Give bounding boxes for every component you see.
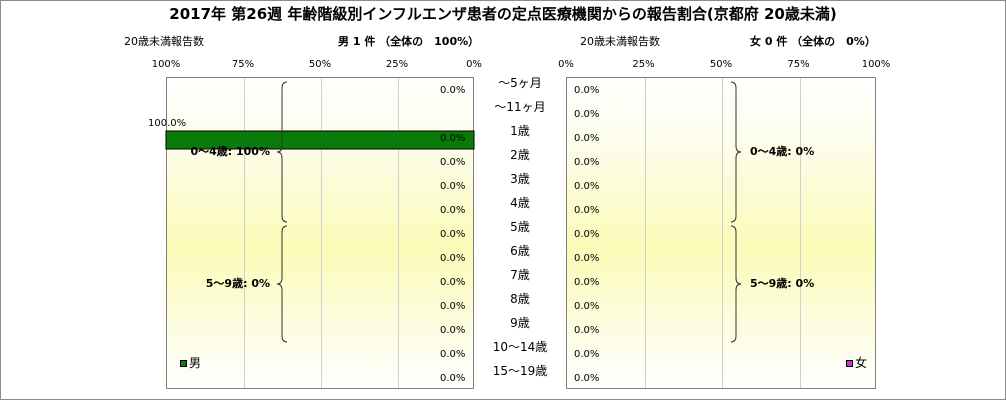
data-label: 0.0% [574, 181, 600, 192]
gridline [722, 78, 723, 388]
right-header-count: 20歳未満報告数 [580, 35, 660, 48]
gridline [321, 78, 322, 388]
category-label: ～5ヶ月 [498, 76, 542, 90]
data-label: 0.0% [440, 85, 466, 96]
chart-title: 2017年 第26週 年齢階級別インフルエンザ患者の定点医療機関からの報告割合(… [169, 5, 837, 23]
data-label: 0.0% [440, 205, 466, 216]
left-plot-area [166, 77, 474, 389]
data-label: 0.0% [440, 349, 466, 360]
right-header-female: 女 0 件 （全体の 0%） [750, 35, 876, 48]
data-label: 100.0% [148, 118, 187, 129]
legend-swatch [180, 360, 187, 367]
category-label: 9歳 [510, 316, 530, 330]
x-tick-label: 0% [466, 59, 482, 70]
category-label: 3歳 [510, 172, 530, 186]
right-plot-area [566, 77, 876, 389]
x-tick-label: 25% [632, 59, 655, 70]
age-group-label: 5～9歳: 0% [205, 277, 270, 290]
category-label: 6歳 [510, 244, 530, 258]
category-label: 5歳 [510, 220, 530, 234]
data-label: 0.0% [574, 301, 600, 312]
legend-label: 女 [855, 356, 868, 370]
age-group-label: 5～9歳: 0% [750, 277, 815, 290]
category-label: 4歳 [510, 196, 530, 210]
x-tick-label: 50% [709, 59, 733, 70]
age-group-label: 0～4歳: 100% [190, 145, 270, 158]
x-tick-label: 0% [558, 59, 574, 70]
data-label: 0.0% [574, 253, 600, 264]
data-label: 0.0% [440, 301, 466, 312]
gridline [644, 78, 646, 388]
data-label: 0.0% [574, 85, 600, 96]
data-label: 0.0% [440, 229, 466, 240]
data-label: 0.0% [440, 133, 466, 144]
data-label: 0.0% [440, 325, 466, 336]
data-label: 0.0% [574, 349, 600, 360]
data-label: 0.0% [574, 229, 600, 240]
gridline [398, 78, 399, 388]
data-label: 0.0% [574, 325, 600, 336]
x-tick-label: 25% [385, 59, 409, 70]
data-label: 0.0% [440, 253, 466, 264]
left-header-count: 20歳未満報告数 [124, 35, 204, 48]
legend-swatch [846, 360, 853, 367]
gridline [244, 78, 245, 388]
category-label: 2歳 [510, 148, 530, 162]
gridline [799, 78, 801, 388]
data-label: 0.0% [574, 277, 600, 288]
data-label: 0.0% [440, 373, 466, 384]
age-group-label: 0～4歳: 0% [750, 145, 815, 158]
category-label: 8歳 [510, 292, 530, 306]
data-label: 0.0% [440, 157, 466, 168]
x-tick-label: 100% [861, 59, 891, 70]
x-tick-label: 50% [308, 59, 332, 70]
category-label: 7歳 [510, 268, 530, 282]
x-tick-label: 75% [231, 59, 255, 70]
category-label: ～11ヶ月 [494, 100, 546, 114]
data-label: 0.0% [574, 133, 600, 144]
data-label: 0.0% [574, 157, 600, 168]
category-label: 10～14歳 [492, 340, 548, 354]
data-label: 0.0% [574, 109, 600, 120]
category-label: 15～19歳 [492, 364, 548, 378]
left-header-male: 男 1 件 （全体の 100%） [338, 35, 480, 48]
x-tick-label: 75% [787, 59, 810, 70]
data-label: 0.0% [574, 205, 600, 216]
data-label: 0.0% [574, 373, 600, 384]
category-label: 1歳 [510, 124, 530, 138]
data-label: 0.0% [440, 181, 466, 192]
x-tick-label: 100% [151, 59, 181, 70]
data-label: 0.0% [440, 277, 466, 288]
legend-label: 男 [189, 356, 202, 370]
